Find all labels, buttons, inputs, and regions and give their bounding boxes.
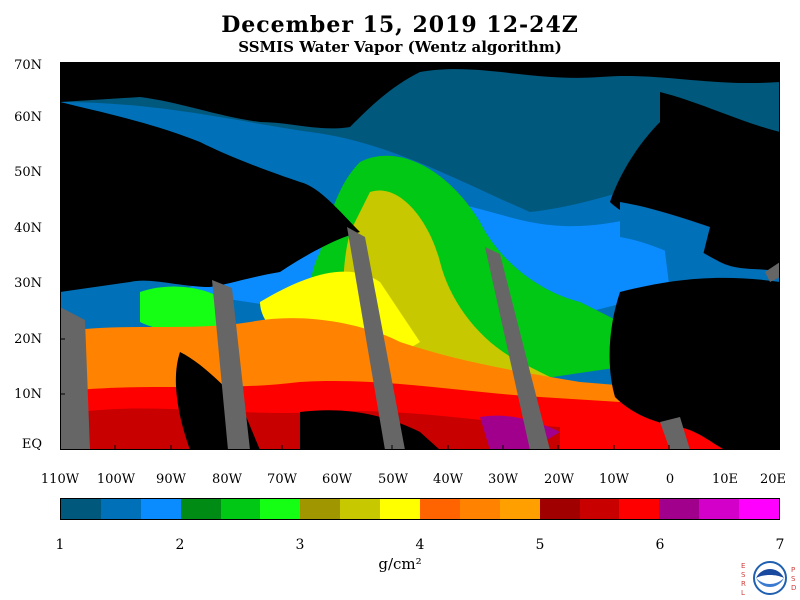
lon-label-70w: 70W — [267, 472, 297, 487]
colorbar-tick-2: 2 — [175, 537, 185, 553]
colorbar-segment-16 — [699, 499, 740, 519]
land-south-america — [300, 410, 440, 450]
page-subtitle: SSMIS Water Vapor (Wentz algorithm) — [238, 38, 562, 56]
lat-label-30n: 30N — [14, 276, 42, 291]
colorbar-tick-4: 4 — [415, 537, 425, 553]
colorbar-segment-2 — [140, 499, 181, 519]
colorbar-tick-1: 1 — [55, 537, 65, 553]
colorbar-segment-10 — [459, 499, 500, 519]
colorbar-segment-17 — [739, 499, 780, 519]
colorbar-segment-0 — [61, 499, 101, 519]
lon-label-110w: 110W — [40, 472, 80, 487]
map-frame — [60, 62, 780, 450]
colorbar-segment-9 — [420, 499, 460, 519]
colorbar-segment-11 — [499, 499, 540, 519]
lon-label-20e: 20E — [759, 472, 787, 487]
colorbar-segment-3 — [180, 499, 221, 519]
missing-swath-2 — [212, 280, 250, 450]
colorbar-units: g/cm² — [378, 555, 422, 573]
water-vapor-map — [60, 62, 780, 450]
logo-letter-r: R — [741, 580, 746, 588]
logo-letter-p: P — [791, 566, 795, 574]
lon-label-100w: 100W — [96, 472, 136, 487]
missing-swath-5 — [660, 417, 690, 450]
colorbar-tick-5: 5 — [535, 537, 545, 553]
missing-swath-3 — [347, 227, 405, 450]
colorbar-tick-3: 3 — [295, 537, 305, 553]
missing-swath-4 — [485, 247, 550, 450]
colorbar-segment-8 — [380, 499, 421, 519]
lat-label-eq: EQ — [21, 437, 42, 452]
missing-swath-1 — [60, 307, 90, 450]
lon-label-80w: 80W — [212, 472, 242, 487]
colorbar-segment-5 — [260, 499, 301, 519]
lon-label-10w: 10W — [599, 472, 629, 487]
logo-wave-icon — [756, 578, 784, 587]
colorbar-segment-7 — [340, 499, 381, 519]
lat-label-20n: 20N — [14, 332, 42, 347]
bay-of-biscay — [620, 202, 710, 267]
colorbar-segment-14 — [619, 499, 660, 519]
lon-label-90w: 90W — [156, 472, 186, 487]
logo-letter-e: E — [741, 562, 745, 570]
lat-label-10n: 10N — [14, 387, 42, 402]
colorbar-segment-12 — [539, 499, 580, 519]
lat-label-70n: 70N — [14, 58, 42, 73]
page-title: December 15, 2019 12-24Z — [221, 12, 579, 38]
land-arctic — [60, 62, 780, 129]
missing-swath-6 — [765, 262, 780, 282]
lon-label-10e: 10E — [711, 472, 739, 487]
lon-label-50w: 50W — [378, 472, 408, 487]
lat-label-60n: 60N — [14, 110, 42, 125]
logo-letter-l: L — [741, 589, 745, 597]
logo-letter-s2: S — [791, 575, 796, 583]
land-africa — [609, 277, 780, 450]
lon-label-0: 0 — [665, 472, 675, 487]
land-newfoundland — [190, 180, 290, 217]
colorbar-tick-7: 7 — [775, 537, 785, 553]
lat-label-40n: 40N — [14, 221, 42, 236]
logo-letter-d: D — [791, 584, 796, 592]
vapor-gulf-green — [140, 286, 230, 334]
noaa-logo: E S R L P S D — [741, 561, 796, 597]
logo-bird-icon — [756, 569, 784, 578]
colorbar-tick-6: 6 — [655, 537, 665, 553]
colorbar-segment-4 — [220, 499, 261, 519]
lon-label-40w: 40W — [433, 472, 463, 487]
logo-ring — [753, 561, 787, 595]
lon-label-20w: 20W — [544, 472, 574, 487]
colorbar-segment-1 — [100, 499, 141, 519]
lat-label-50n: 50N — [14, 165, 42, 180]
colorbar-segment-6 — [300, 499, 341, 519]
lon-label-60w: 60W — [322, 472, 352, 487]
colorbar-segment-13 — [579, 499, 620, 519]
logo-letter-s: S — [741, 571, 746, 579]
colorbar — [60, 498, 780, 520]
colorbar-segment-15 — [659, 499, 700, 519]
lon-label-30w: 30W — [488, 472, 518, 487]
